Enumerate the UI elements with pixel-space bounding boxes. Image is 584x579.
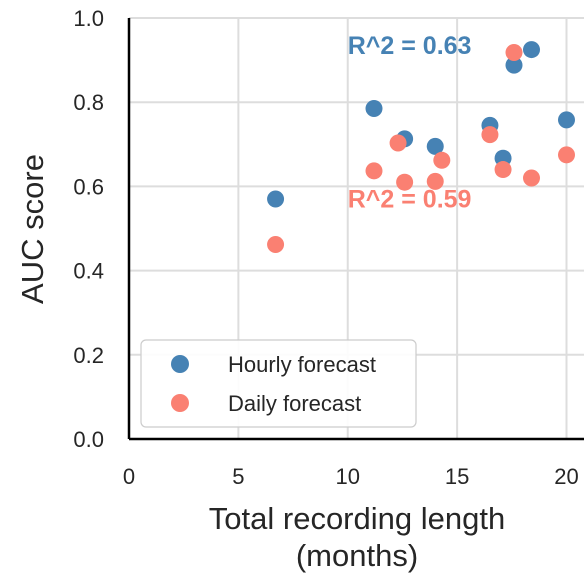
data-point-daily bbox=[426, 172, 444, 190]
data-point-hourly bbox=[505, 56, 523, 74]
data-point-hourly bbox=[365, 100, 383, 118]
data-point-hourly bbox=[267, 190, 285, 208]
y-tick-label: 0.0 bbox=[73, 427, 104, 452]
x-tick-label: 5 bbox=[232, 464, 244, 489]
x-tick-label: 20 bbox=[554, 464, 578, 489]
legend-marker-daily bbox=[171, 394, 189, 412]
data-point-daily bbox=[365, 162, 383, 180]
legend-label-daily: Daily forecast bbox=[228, 391, 361, 416]
data-point-daily bbox=[505, 44, 523, 62]
x-axis-title-line2: (months) bbox=[296, 538, 418, 573]
x-tick-labels: 0 5 10 15 20 bbox=[123, 464, 579, 489]
data-point-daily bbox=[481, 126, 499, 144]
legend-box bbox=[140, 339, 417, 428]
x-axis-title-line1: Total recording length bbox=[209, 501, 505, 536]
y-axis-title: AUC score bbox=[15, 154, 50, 304]
data-point-daily bbox=[267, 235, 285, 253]
legend-label-hourly: Hourly forecast bbox=[228, 352, 376, 377]
x-tick-label: 15 bbox=[445, 464, 469, 489]
y-tick-label: 0.2 bbox=[73, 343, 104, 368]
y-tick-label: 0.6 bbox=[73, 174, 104, 199]
y-tick-label: 1.0 bbox=[73, 6, 104, 31]
data-point-daily bbox=[389, 134, 407, 152]
annotations: R^2 = 0.63 R^2 = 0.59 bbox=[348, 32, 472, 214]
data-point-hourly bbox=[426, 137, 444, 155]
x-tick-label: 0 bbox=[123, 464, 135, 489]
data-point-daily bbox=[433, 151, 451, 169]
data-points bbox=[267, 41, 575, 253]
r-squared-annotation: R^2 = 0.59 bbox=[348, 185, 472, 213]
data-point-hourly bbox=[558, 111, 575, 129]
axes bbox=[127, 18, 584, 441]
y-tick-labels: 0.0 0.2 0.4 0.6 0.8 1.0 bbox=[73, 6, 104, 452]
x-tick-label: 10 bbox=[336, 464, 360, 489]
y-tick-label: 0.8 bbox=[73, 90, 104, 115]
y-tick-label: 0.4 bbox=[73, 259, 104, 284]
legend: Hourly forecast Daily forecast bbox=[140, 339, 417, 428]
data-point-daily bbox=[396, 173, 414, 191]
data-point-daily bbox=[494, 161, 512, 179]
r-squared-annotation: R^2 = 0.63 bbox=[348, 32, 472, 60]
legend-marker-hourly bbox=[171, 355, 189, 373]
data-point-hourly bbox=[523, 41, 540, 59]
data-point-daily bbox=[558, 146, 575, 164]
data-point-daily bbox=[523, 169, 540, 187]
